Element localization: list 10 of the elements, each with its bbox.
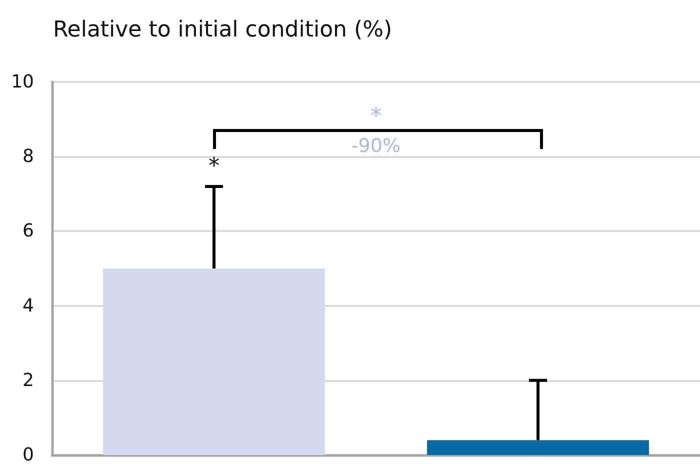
y-tick-label: 10 <box>11 72 34 92</box>
y-tick-label: 8 <box>22 146 34 168</box>
y-tick-label: 0 <box>22 444 34 464</box>
annotation: -90% <box>351 135 401 158</box>
y-tick-label: 6 <box>22 220 34 242</box>
chart-title: Relative to initial condition (%) <box>53 18 392 42</box>
y-tick-label: 2 <box>22 370 34 391</box>
annotation: * <box>370 104 382 130</box>
y-tick-label: 4 <box>22 295 34 316</box>
annotation: * <box>208 154 220 180</box>
